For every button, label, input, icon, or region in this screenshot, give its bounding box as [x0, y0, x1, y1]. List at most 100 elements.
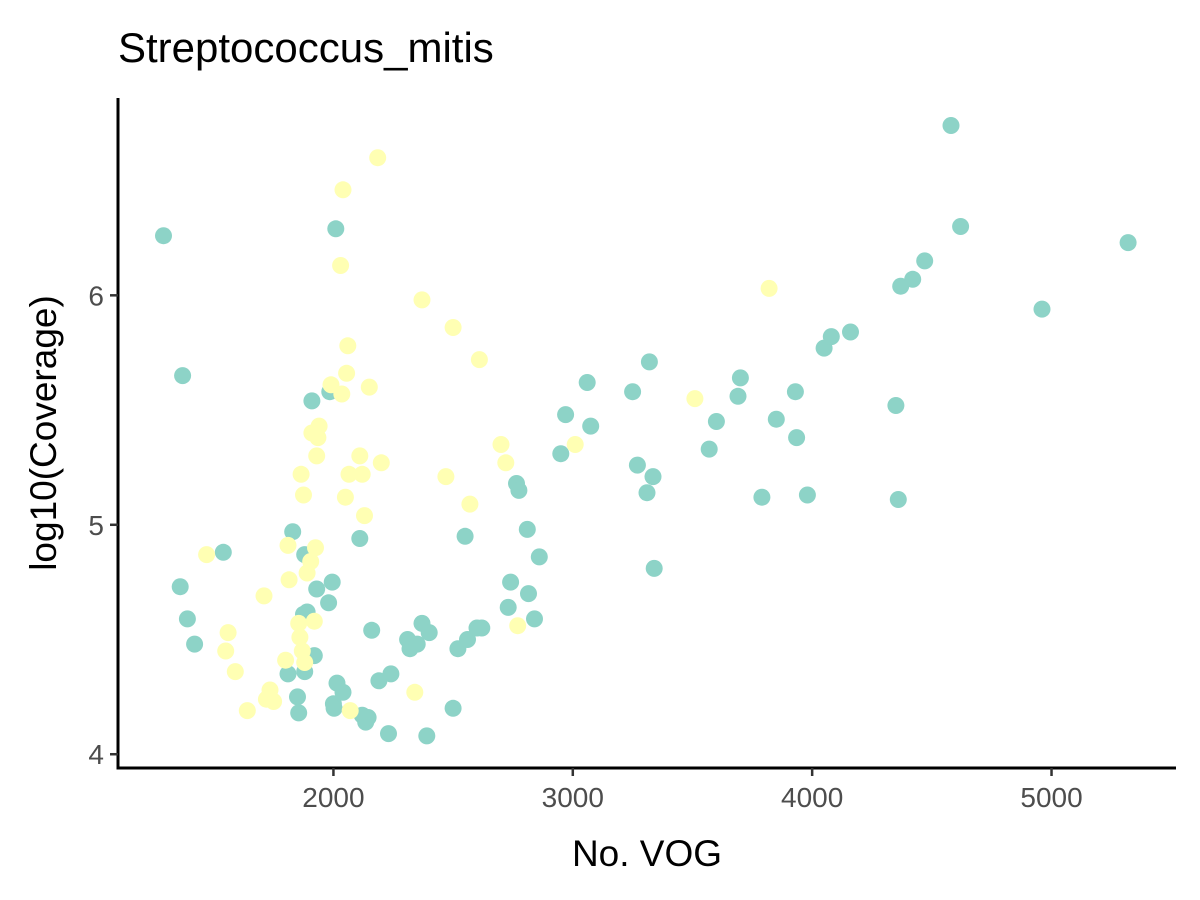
scatter-point — [566, 436, 584, 453]
scatter-point — [518, 520, 536, 538]
x-axis-ticks: 2000 3000 4000 5000 — [302, 768, 1083, 813]
scatter-point — [640, 353, 658, 371]
scatter-point — [217, 642, 235, 660]
y-tick-label: 4 — [88, 739, 104, 770]
scatter-point — [155, 227, 172, 245]
scatter-point — [526, 610, 543, 628]
scatter-point — [444, 319, 462, 336]
scatter-point — [279, 536, 297, 554]
scatter-point — [530, 548, 548, 566]
scatter-point — [499, 598, 517, 616]
scatter-point — [255, 587, 273, 605]
scatter-point — [226, 663, 244, 681]
scatter-point — [624, 383, 642, 401]
scatter-point — [186, 635, 204, 653]
y-tick-label: 5 — [88, 510, 104, 541]
points-layer — [155, 117, 1137, 745]
scatter-point — [420, 624, 438, 642]
scatter-point — [887, 397, 905, 414]
scatter-point — [413, 291, 431, 309]
scatter-point — [509, 617, 527, 635]
scatter-point — [178, 610, 196, 628]
y-axis-title: log10(Coverage) — [23, 295, 64, 571]
scatter-point — [644, 468, 662, 486]
scatter-point — [380, 725, 397, 743]
scatter-point — [296, 654, 314, 671]
scatter-point — [238, 702, 256, 720]
scatter-point — [492, 436, 510, 453]
scatter-point — [323, 573, 341, 591]
scatter-point — [473, 619, 491, 637]
scatter-point — [279, 665, 297, 683]
chart-title: Streptococcus_mitis — [118, 24, 494, 71]
scatter-point — [308, 447, 326, 465]
x-tick-label: 5000 — [1020, 782, 1082, 813]
scatter-point — [277, 651, 295, 669]
scatter-point — [292, 465, 310, 483]
scatter-point — [798, 486, 816, 504]
scatter-point — [320, 594, 338, 612]
scatter-point — [382, 665, 400, 683]
scatter-point — [760, 279, 778, 297]
scatter-point — [753, 488, 771, 506]
scatter-point — [305, 612, 323, 630]
scatter-point — [700, 440, 718, 458]
scatter-point — [497, 454, 515, 472]
scatter-point — [638, 484, 656, 502]
scatter-point — [578, 374, 596, 391]
scatter-point — [510, 481, 528, 499]
scatter-point — [952, 218, 970, 235]
scatter-point — [219, 624, 237, 642]
y-tick-label: 6 — [88, 280, 104, 311]
scatter-point — [1033, 300, 1051, 318]
scatter-point — [942, 117, 960, 134]
scatter-point — [582, 417, 600, 435]
scatter-point — [290, 704, 308, 722]
scatter-point — [645, 559, 663, 577]
scatter-point — [338, 364, 356, 382]
scatter-point — [707, 413, 725, 430]
scatter-point — [557, 406, 575, 424]
scatter-point — [444, 699, 462, 717]
scatter-point — [842, 323, 859, 341]
scatter-point — [334, 683, 352, 701]
scatter-point — [174, 367, 192, 385]
scatter-point — [353, 465, 371, 483]
scatter-point — [351, 530, 369, 547]
x-axis-title: No. VOG — [572, 833, 722, 874]
scatter-point — [333, 385, 351, 403]
scatter-point — [302, 553, 320, 570]
scatter-point — [520, 585, 537, 603]
scatter-point — [359, 709, 377, 726]
scatter-point — [198, 546, 216, 564]
scatter-point — [456, 527, 474, 545]
scatter-point — [290, 614, 308, 632]
scatter-point — [786, 383, 804, 401]
scatter-point — [327, 220, 345, 238]
scatter-point — [369, 149, 387, 167]
scatter-point — [889, 491, 907, 508]
x-tick-label: 2000 — [302, 782, 364, 813]
scatter-point — [686, 390, 704, 408]
scatter-point — [280, 571, 298, 589]
scatter-point — [336, 488, 354, 506]
scatter-point — [351, 447, 369, 465]
scatter-point — [406, 683, 424, 701]
scatter-point — [339, 337, 357, 355]
scatter-point — [308, 580, 326, 598]
scatter-point — [334, 181, 352, 199]
scatter-point — [307, 539, 324, 557]
scatter-point — [628, 456, 646, 474]
x-tick-label: 4000 — [781, 782, 843, 813]
scatter-point — [340, 465, 358, 483]
scatter-point — [289, 688, 306, 706]
scatter-point — [214, 543, 232, 561]
scatter-point — [356, 507, 373, 525]
scatter-point — [360, 378, 378, 396]
scatter-point — [284, 523, 302, 541]
scatter-point — [418, 727, 436, 745]
scatter-point — [729, 387, 747, 405]
scatter-point — [303, 392, 321, 410]
scatter-point — [332, 257, 350, 274]
